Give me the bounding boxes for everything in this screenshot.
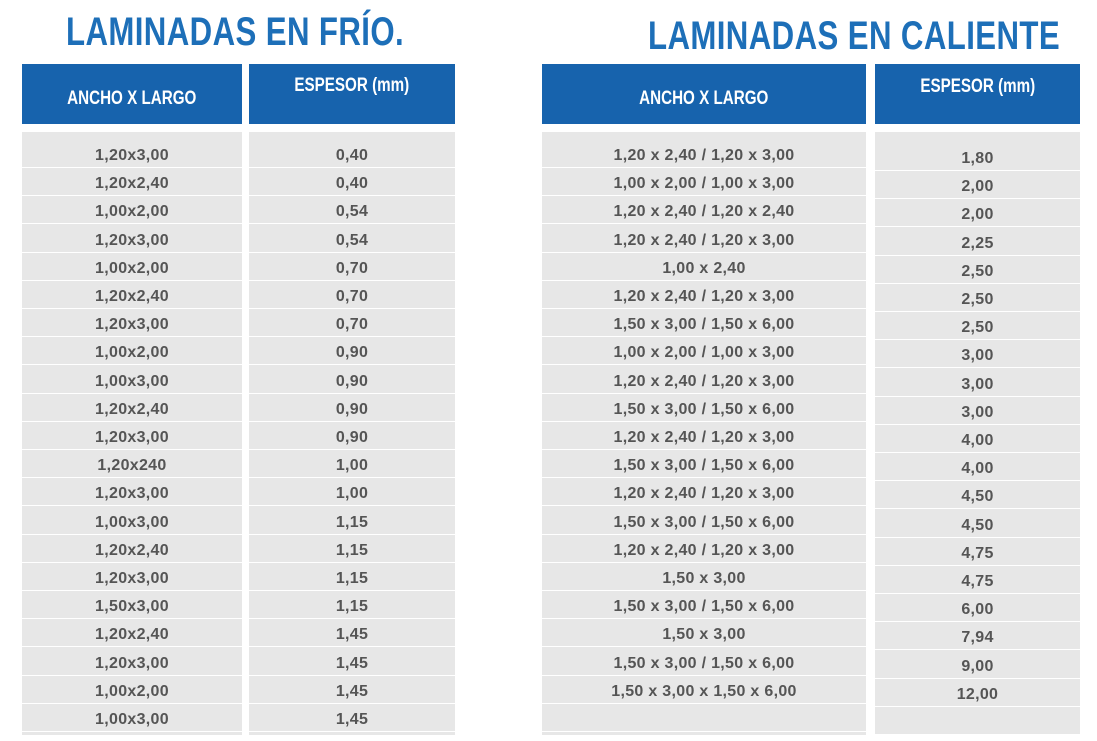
hot-thickness-cell bbox=[875, 711, 1080, 735]
cold-width-cell: 1,20x3,00 bbox=[22, 652, 242, 676]
cold-thickness-column bbox=[249, 132, 455, 735]
cold-width-cell: 1,20x240 bbox=[22, 454, 242, 479]
cold-thickness-cell: 1,00 bbox=[249, 482, 455, 507]
cold-width-cell: 1,00x3,00 bbox=[22, 370, 242, 394]
cold-header-thickness: ESPESOR (mm) bbox=[249, 64, 455, 124]
cold-width-cell: 1,20x3,00 bbox=[22, 144, 242, 168]
hot-width-cell: 1,20 x 2,40 / 1,20 x 3,00 bbox=[542, 482, 866, 507]
hot-width-cell bbox=[542, 708, 866, 732]
cold-thickness-cell: 0,54 bbox=[249, 229, 455, 253]
cold-width-cell: 1,00x3,00 bbox=[22, 511, 242, 535]
cold-width-cell: 1,20x3,00 bbox=[22, 313, 242, 338]
hot-thickness-cell: 2,50 bbox=[875, 260, 1080, 284]
hot-thickness-cell: 1,80 bbox=[875, 147, 1080, 171]
hot-thickness-cell: 12,00 bbox=[875, 683, 1080, 707]
cold-width-cell: 1,00x2,00 bbox=[22, 341, 242, 366]
cold-width-cell: 1,00x2,00 bbox=[22, 257, 242, 281]
hot-width-cell: 1,00 x 2,00 / 1,00 x 3,00 bbox=[542, 341, 866, 366]
cold-width-cell: 1,20x3,00 bbox=[22, 482, 242, 507]
hot-width-cell: 1,50 x 3,00 / 1,50 x 6,00 bbox=[542, 511, 866, 535]
cold-width-cell: 1,20x2,40 bbox=[22, 539, 242, 563]
cold-thickness-cell: 0,70 bbox=[249, 257, 455, 281]
hot-thickness-cell: 9,00 bbox=[875, 655, 1080, 679]
cold-width-cell: 1,00x2,00 bbox=[22, 680, 242, 704]
cold-thickness-cell: 1,15 bbox=[249, 539, 455, 563]
hot-thickness-cell: 2,50 bbox=[875, 316, 1080, 341]
hot-thickness-cell: 7,94 bbox=[875, 626, 1080, 651]
cold-width-cell: 1,20x2,40 bbox=[22, 398, 242, 422]
hot-width-cell: 1,50 x 3,00 / 1,50 x 6,00 bbox=[542, 454, 866, 479]
hot-thickness-cell: 4,50 bbox=[875, 485, 1080, 510]
cold-width-cell: 1,00x2,00 bbox=[22, 200, 242, 225]
hot-header-thickness: ESPESOR (mm) bbox=[875, 64, 1080, 124]
cold-thickness-cell: 1,45 bbox=[249, 623, 455, 648]
hot-thickness-cell: 3,00 bbox=[875, 401, 1080, 425]
hot-thickness-cell: 2,00 bbox=[875, 175, 1080, 200]
hot-width-cell: 1,20 x 2,40 / 1,20 x 3,00 bbox=[542, 426, 866, 450]
hot-thickness-cell: 2,00 bbox=[875, 203, 1080, 228]
cold-width-cell: 1,20x2,40 bbox=[22, 172, 242, 197]
cold-thickness-cell: 1,15 bbox=[249, 595, 455, 620]
cold-thickness-cell: 1,15 bbox=[249, 567, 455, 591]
hot-width-cell: 1,00 x 2,40 bbox=[542, 257, 866, 281]
hot-width-cell: 1,20 x 2,40 / 1,20 x 3,00 bbox=[542, 229, 866, 253]
hot-width-cell: 1,20 x 2,40 / 1,20 x 3,00 bbox=[542, 285, 866, 309]
hot-thickness-cell: 4,00 bbox=[875, 457, 1080, 482]
hot-thickness-cell: 4,00 bbox=[875, 429, 1080, 453]
hot-width-cell: 1,50 x 3,00 bbox=[542, 623, 866, 648]
hot-thickness-cell: 4,75 bbox=[875, 542, 1080, 566]
cold-thickness-cell: 0,90 bbox=[249, 398, 455, 422]
cold-thickness-cell: 1,45 bbox=[249, 652, 455, 676]
cold-thickness-cell: 0,70 bbox=[249, 313, 455, 338]
cold-header-width: ANCHO X LARGO bbox=[22, 64, 242, 124]
cold-thickness-cell: 0,70 bbox=[249, 285, 455, 309]
cold-thickness-cell: 0,40 bbox=[249, 172, 455, 197]
cold-thickness-cell: 1,00 bbox=[249, 454, 455, 479]
hot-width-cell: 1,50 x 3,00 x 1,50 x 6,00 bbox=[542, 680, 866, 704]
cold-thickness-cell: 0,40 bbox=[249, 144, 455, 168]
cold-thickness-cell: 0,90 bbox=[249, 370, 455, 394]
cold-width-cell: 1,00x3,00 bbox=[22, 708, 242, 732]
hot-width-cell: 1,20 x 2,40 / 1,20 x 3,00 bbox=[542, 144, 866, 168]
cold-thickness-cell: 0,90 bbox=[249, 426, 455, 450]
hot-thickness-cell: 4,75 bbox=[875, 570, 1080, 594]
hot-thickness-cell: 2,50 bbox=[875, 288, 1080, 312]
hot-width-cell: 1,50 x 3,00 / 1,50 x 6,00 bbox=[542, 398, 866, 422]
cold-width-cell: 1,20x3,00 bbox=[22, 229, 242, 253]
hot-rolled-title: LAMINADAS EN CALIENTE bbox=[648, 14, 1061, 58]
cold-width-cell: 1,20x2,40 bbox=[22, 623, 242, 648]
hot-thickness-cell: 2,25 bbox=[875, 232, 1080, 256]
hot-width-cell: 1,50 x 3,00 / 1,50 x 6,00 bbox=[542, 652, 866, 676]
hot-thickness-cell: 3,00 bbox=[875, 344, 1080, 369]
hot-thickness-column bbox=[875, 132, 1080, 735]
cold-width-column bbox=[22, 132, 242, 735]
hot-width-cell: 1,20 x 2,40 / 1,20 x 2,40 bbox=[542, 200, 866, 225]
hot-width-cell: 1,50 x 3,00 / 1,50 x 6,00 bbox=[542, 595, 866, 620]
hot-thickness-cell: 6,00 bbox=[875, 598, 1080, 623]
hot-width-cell: 1,50 x 3,00 bbox=[542, 567, 866, 591]
hot-width-column bbox=[542, 132, 866, 735]
cold-thickness-cell: 1,45 bbox=[249, 680, 455, 704]
hot-width-cell: 1,00 x 2,00 / 1,00 x 3,00 bbox=[542, 172, 866, 197]
cold-thickness-cell: 0,54 bbox=[249, 200, 455, 225]
cold-thickness-cell: 0,90 bbox=[249, 341, 455, 366]
hot-thickness-cell: 3,00 bbox=[875, 373, 1080, 397]
cold-width-cell: 1,20x3,00 bbox=[22, 567, 242, 591]
cold-width-cell: 1,20x3,00 bbox=[22, 426, 242, 450]
cold-thickness-cell: 1,15 bbox=[249, 511, 455, 535]
hot-width-cell: 1,20 x 2,40 / 1,20 x 3,00 bbox=[542, 370, 866, 394]
hot-width-cell: 1,50 x 3,00 / 1,50 x 6,00 bbox=[542, 313, 866, 338]
hot-header-width: ANCHO X LARGO bbox=[542, 64, 866, 124]
cold-thickness-cell: 1,45 bbox=[249, 708, 455, 732]
hot-thickness-cell: 4,50 bbox=[875, 514, 1080, 538]
cold-width-cell: 1,50x3,00 bbox=[22, 595, 242, 620]
hot-width-cell: 1,20 x 2,40 / 1,20 x 3,00 bbox=[542, 539, 866, 563]
cold-rolled-title: LAMINADAS EN FRÍO. bbox=[66, 10, 405, 54]
cold-width-cell: 1,20x2,40 bbox=[22, 285, 242, 309]
